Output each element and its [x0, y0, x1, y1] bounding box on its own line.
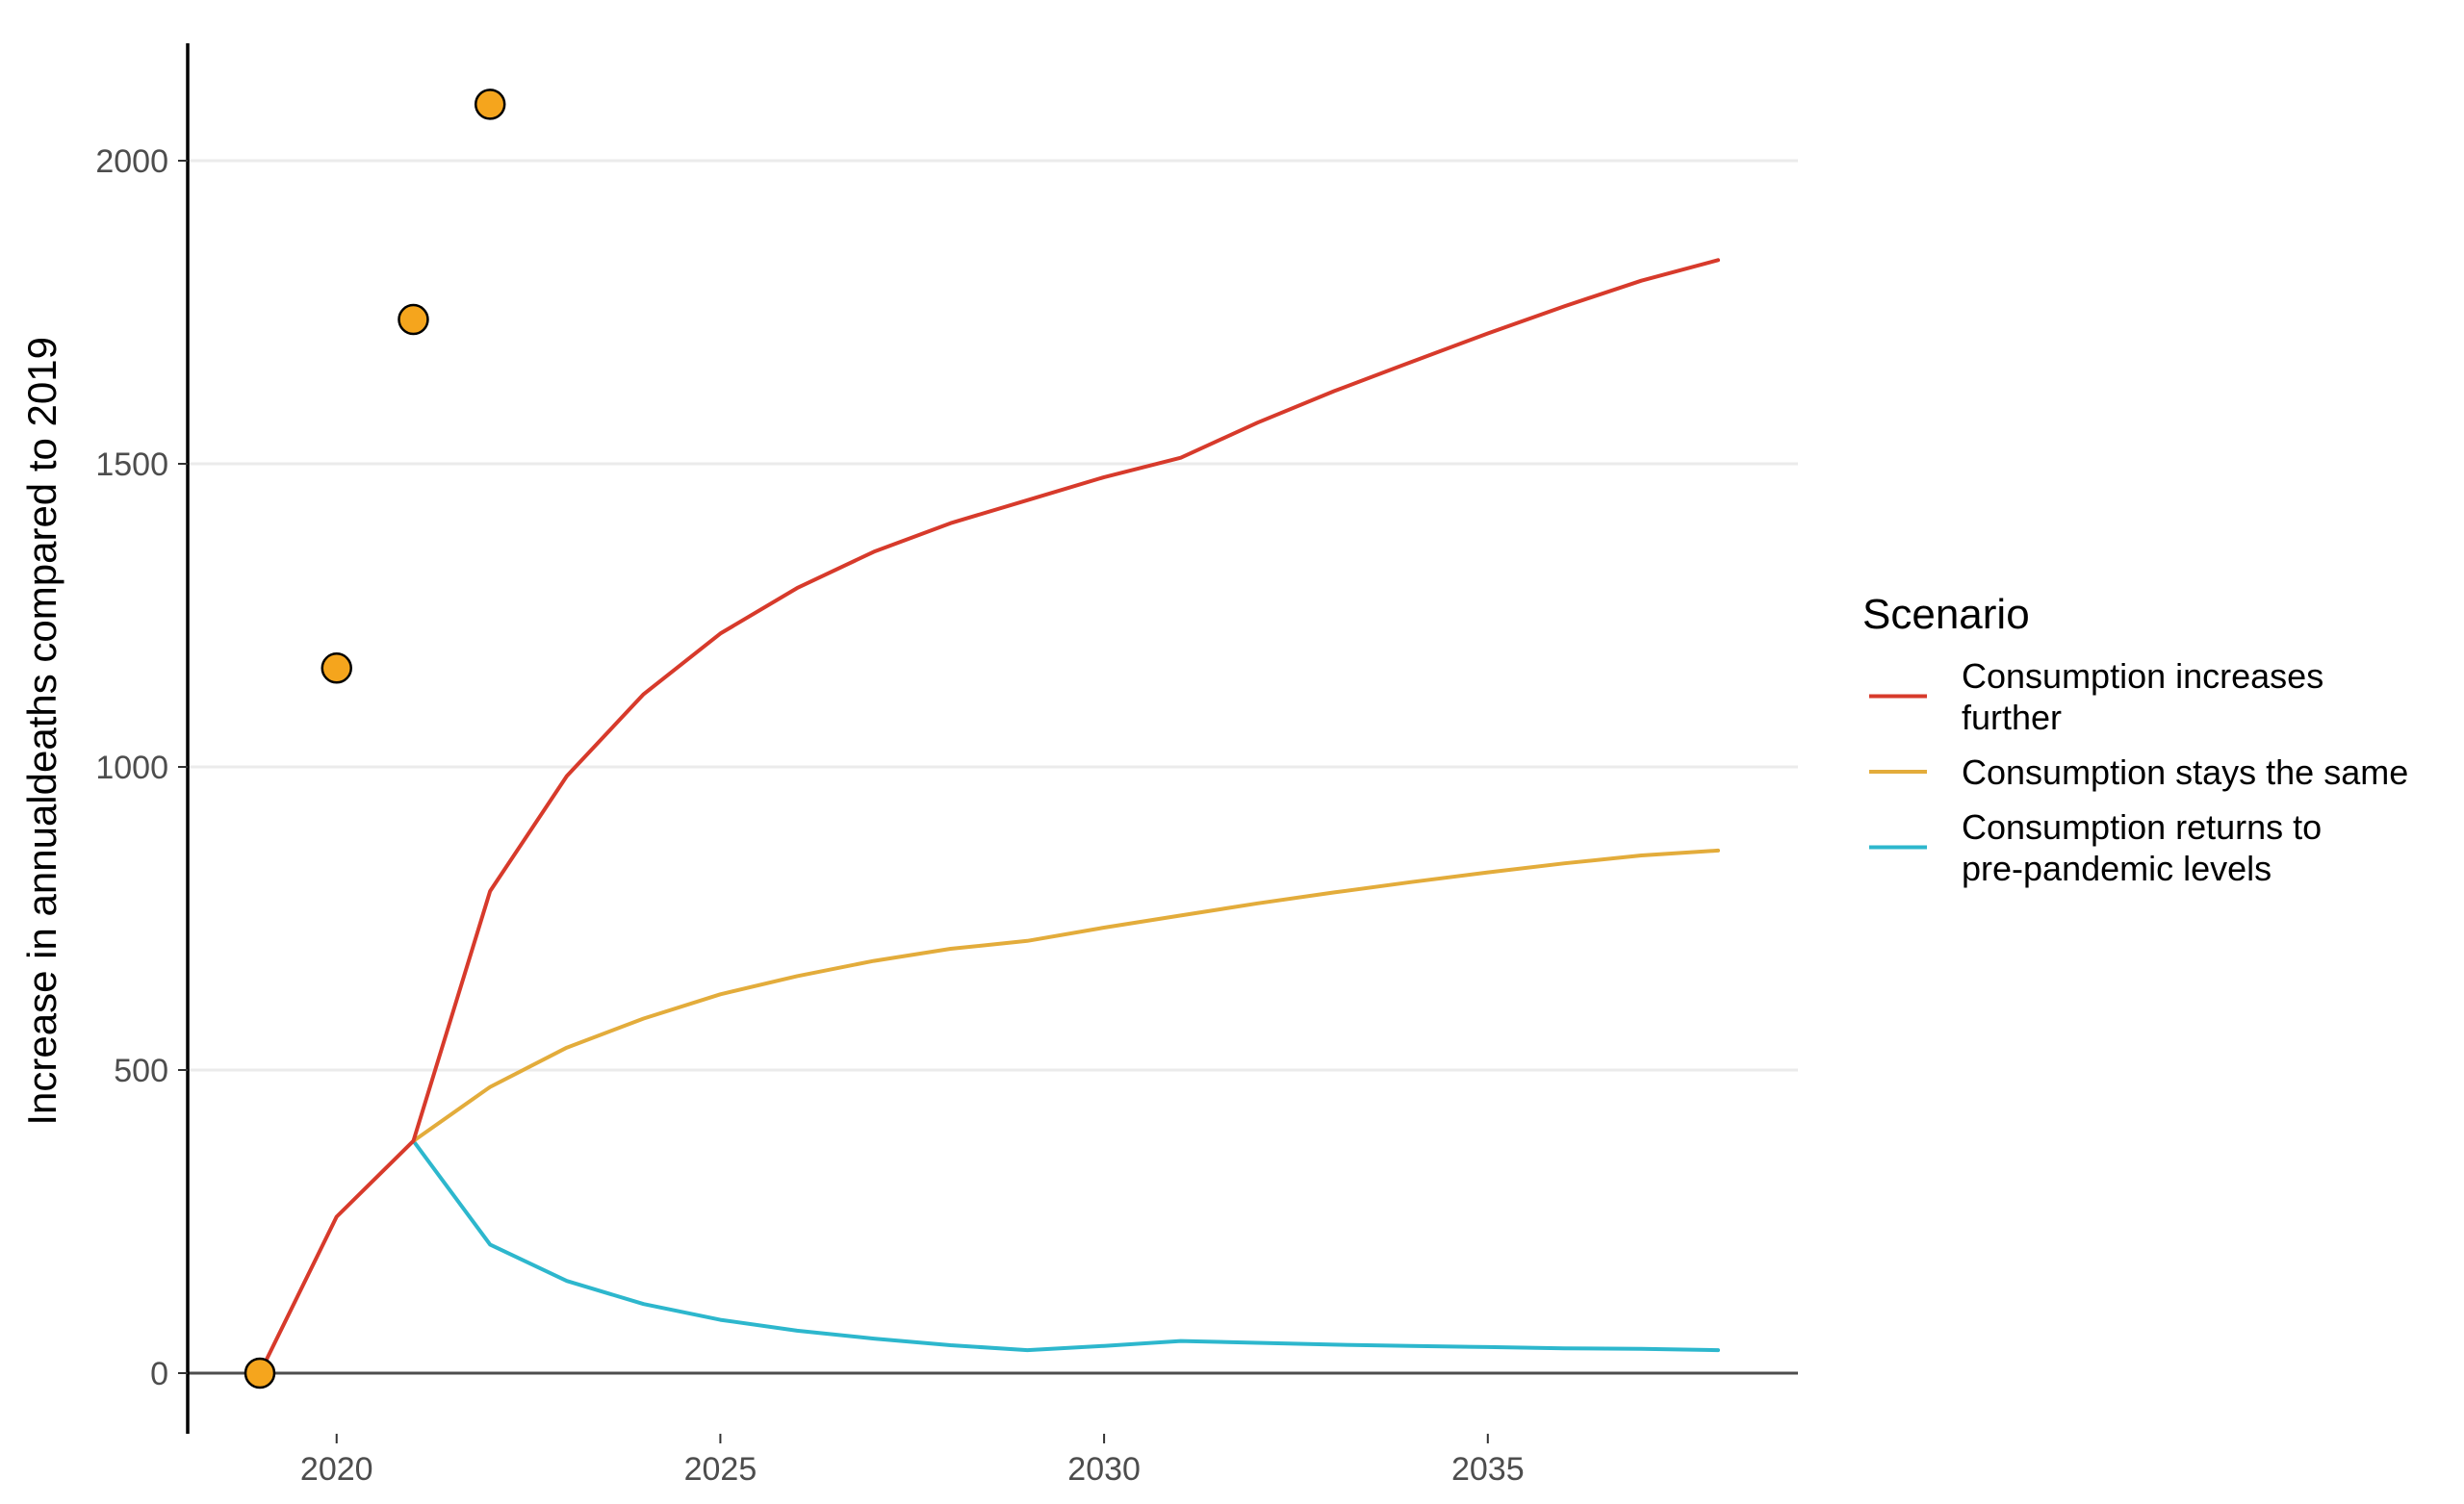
- legend-label-1-line-2: further: [1962, 698, 2062, 737]
- y-axis-ticks: 0 500 1000 1500 2000: [95, 143, 188, 1392]
- x-tick-label-2020: 2020: [300, 1451, 373, 1488]
- series-line-3: [411, 1138, 1720, 1353]
- y-tick-label-1000: 1000: [95, 750, 168, 786]
- data-point-2020: [321, 652, 352, 684]
- observed-points: [244, 89, 506, 1389]
- x-axis-ticks: 2020 2025 2030 2035: [300, 1434, 1525, 1488]
- data-point-2022: [474, 89, 506, 120]
- y-tick-label-1500: 1500: [95, 446, 168, 483]
- y-tick-label-0: 0: [150, 1356, 168, 1392]
- data-point-2021: [398, 303, 429, 336]
- data-point-2019: [244, 1357, 276, 1389]
- x-tick-label-2025: 2025: [684, 1451, 757, 1488]
- legend-label-3-line-1: Consumption returns to: [1962, 807, 2322, 847]
- series-line-2: [411, 848, 1720, 1143]
- series-line-1: [258, 258, 1720, 1375]
- x-tick-label-2035: 2035: [1451, 1451, 1525, 1488]
- y-axis-title: Increase in annualdeaths compared to 201…: [19, 337, 64, 1126]
- legend-label-1-line-1: Consumption increases: [1962, 656, 2323, 696]
- legend-label-3-line-2: pre-pandemic levels: [1962, 849, 2272, 888]
- y-tick-label-2000: 2000: [95, 143, 168, 180]
- series-lines: [258, 258, 1720, 1375]
- legend-label-2-line-1: Consumption stays the same: [1962, 752, 2408, 792]
- y-tick-label-500: 500: [114, 1053, 168, 1089]
- gridlines: [188, 159, 1798, 1072]
- legend-title: Scenario: [1862, 591, 2030, 638]
- x-tick-label-2030: 2030: [1067, 1451, 1141, 1488]
- legend: Scenario Consumption increasesfurtherCon…: [1862, 591, 2408, 888]
